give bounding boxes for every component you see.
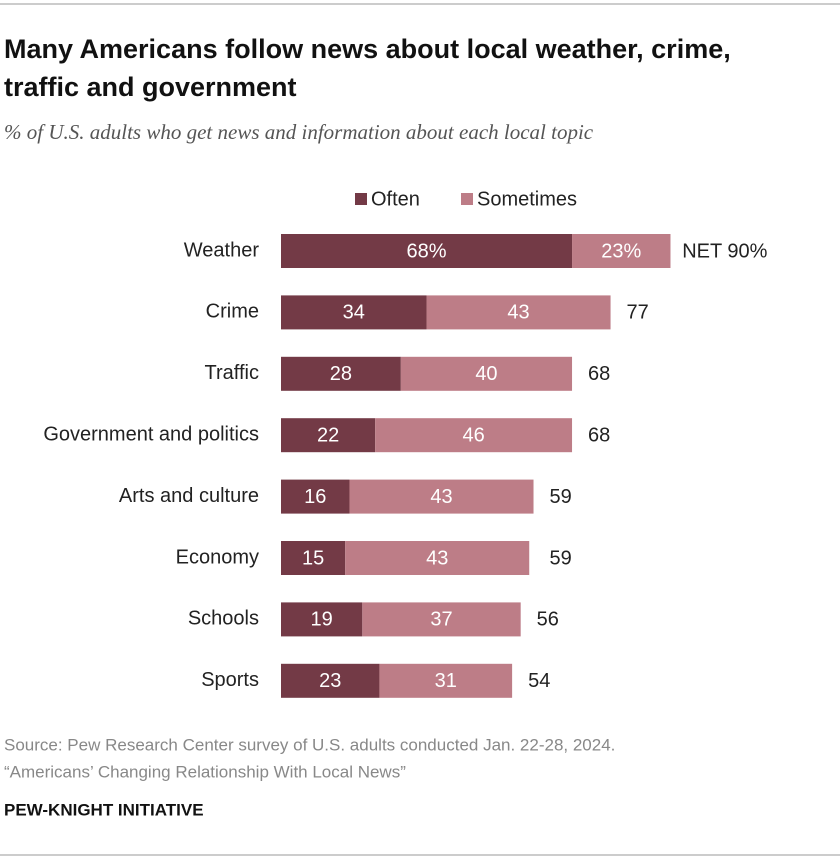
bar-segment bbox=[349, 479, 534, 514]
value-label: 46 bbox=[462, 424, 484, 446]
value-label: 43 bbox=[430, 486, 452, 508]
bar-segment bbox=[281, 541, 346, 575]
category-label: Schools bbox=[188, 608, 259, 630]
category-label: Crime bbox=[206, 301, 259, 323]
category-label: Weather bbox=[184, 239, 260, 261]
value-label: 40 bbox=[475, 363, 497, 385]
source-line: Source: Pew Research Center survey of U.… bbox=[4, 735, 615, 754]
bar-segment bbox=[281, 356, 401, 391]
legend-label: Often bbox=[371, 188, 420, 210]
value-label: 31 bbox=[435, 670, 457, 692]
net-label: 59 bbox=[550, 547, 572, 569]
value-label: 34 bbox=[343, 302, 365, 324]
net-label: 54 bbox=[528, 670, 550, 692]
net-label: 68 bbox=[588, 424, 610, 446]
value-label: 23 bbox=[319, 670, 341, 692]
net-label: 77 bbox=[627, 302, 649, 324]
value-label: 15 bbox=[302, 547, 324, 569]
legend-label: Sometimes bbox=[477, 188, 577, 210]
bar-segment bbox=[281, 602, 363, 637]
category-label: Arts and culture bbox=[119, 485, 259, 507]
credit: PEW-KNIGHT INITIATIVE bbox=[4, 800, 204, 819]
bar-segment bbox=[281, 234, 573, 268]
bar-segment bbox=[281, 295, 427, 330]
value-label: 23% bbox=[601, 240, 641, 262]
bar-segment bbox=[362, 602, 521, 637]
value-label: 19 bbox=[311, 609, 333, 631]
value-label: 28 bbox=[330, 363, 352, 385]
chart-subtitle: % of U.S. adults who get news and inform… bbox=[4, 120, 594, 144]
net-label: 68 bbox=[588, 363, 610, 385]
chart-title: Many Americans follow news about local w… bbox=[4, 34, 731, 102]
source-line: “Americans’ Changing Relationship With L… bbox=[4, 762, 406, 781]
bar-segment bbox=[281, 663, 380, 698]
bar-segment bbox=[400, 356, 573, 391]
value-label: 68% bbox=[407, 240, 447, 262]
legend-swatch bbox=[461, 193, 473, 205]
value-label: 43 bbox=[507, 302, 529, 324]
bar-segment bbox=[281, 479, 350, 514]
category-label: Traffic bbox=[205, 362, 259, 384]
bar-segment bbox=[375, 418, 573, 453]
net-label: 59 bbox=[550, 486, 572, 508]
value-label: 22 bbox=[317, 424, 339, 446]
bar-segment bbox=[572, 234, 671, 268]
bar-segment bbox=[426, 295, 611, 330]
value-label: 37 bbox=[430, 609, 452, 631]
category-label: Sports bbox=[201, 669, 259, 691]
value-label: 16 bbox=[304, 486, 326, 508]
bar-segment bbox=[379, 663, 513, 698]
bar-segment bbox=[281, 418, 376, 453]
legend-swatch bbox=[355, 193, 367, 205]
net-label: NET 90% bbox=[682, 240, 767, 262]
category-label: Government and politics bbox=[43, 423, 259, 445]
value-label: 43 bbox=[426, 547, 448, 569]
category-label: Economy bbox=[176, 546, 259, 568]
bar-segment bbox=[345, 541, 530, 575]
net-label: 56 bbox=[537, 609, 559, 631]
